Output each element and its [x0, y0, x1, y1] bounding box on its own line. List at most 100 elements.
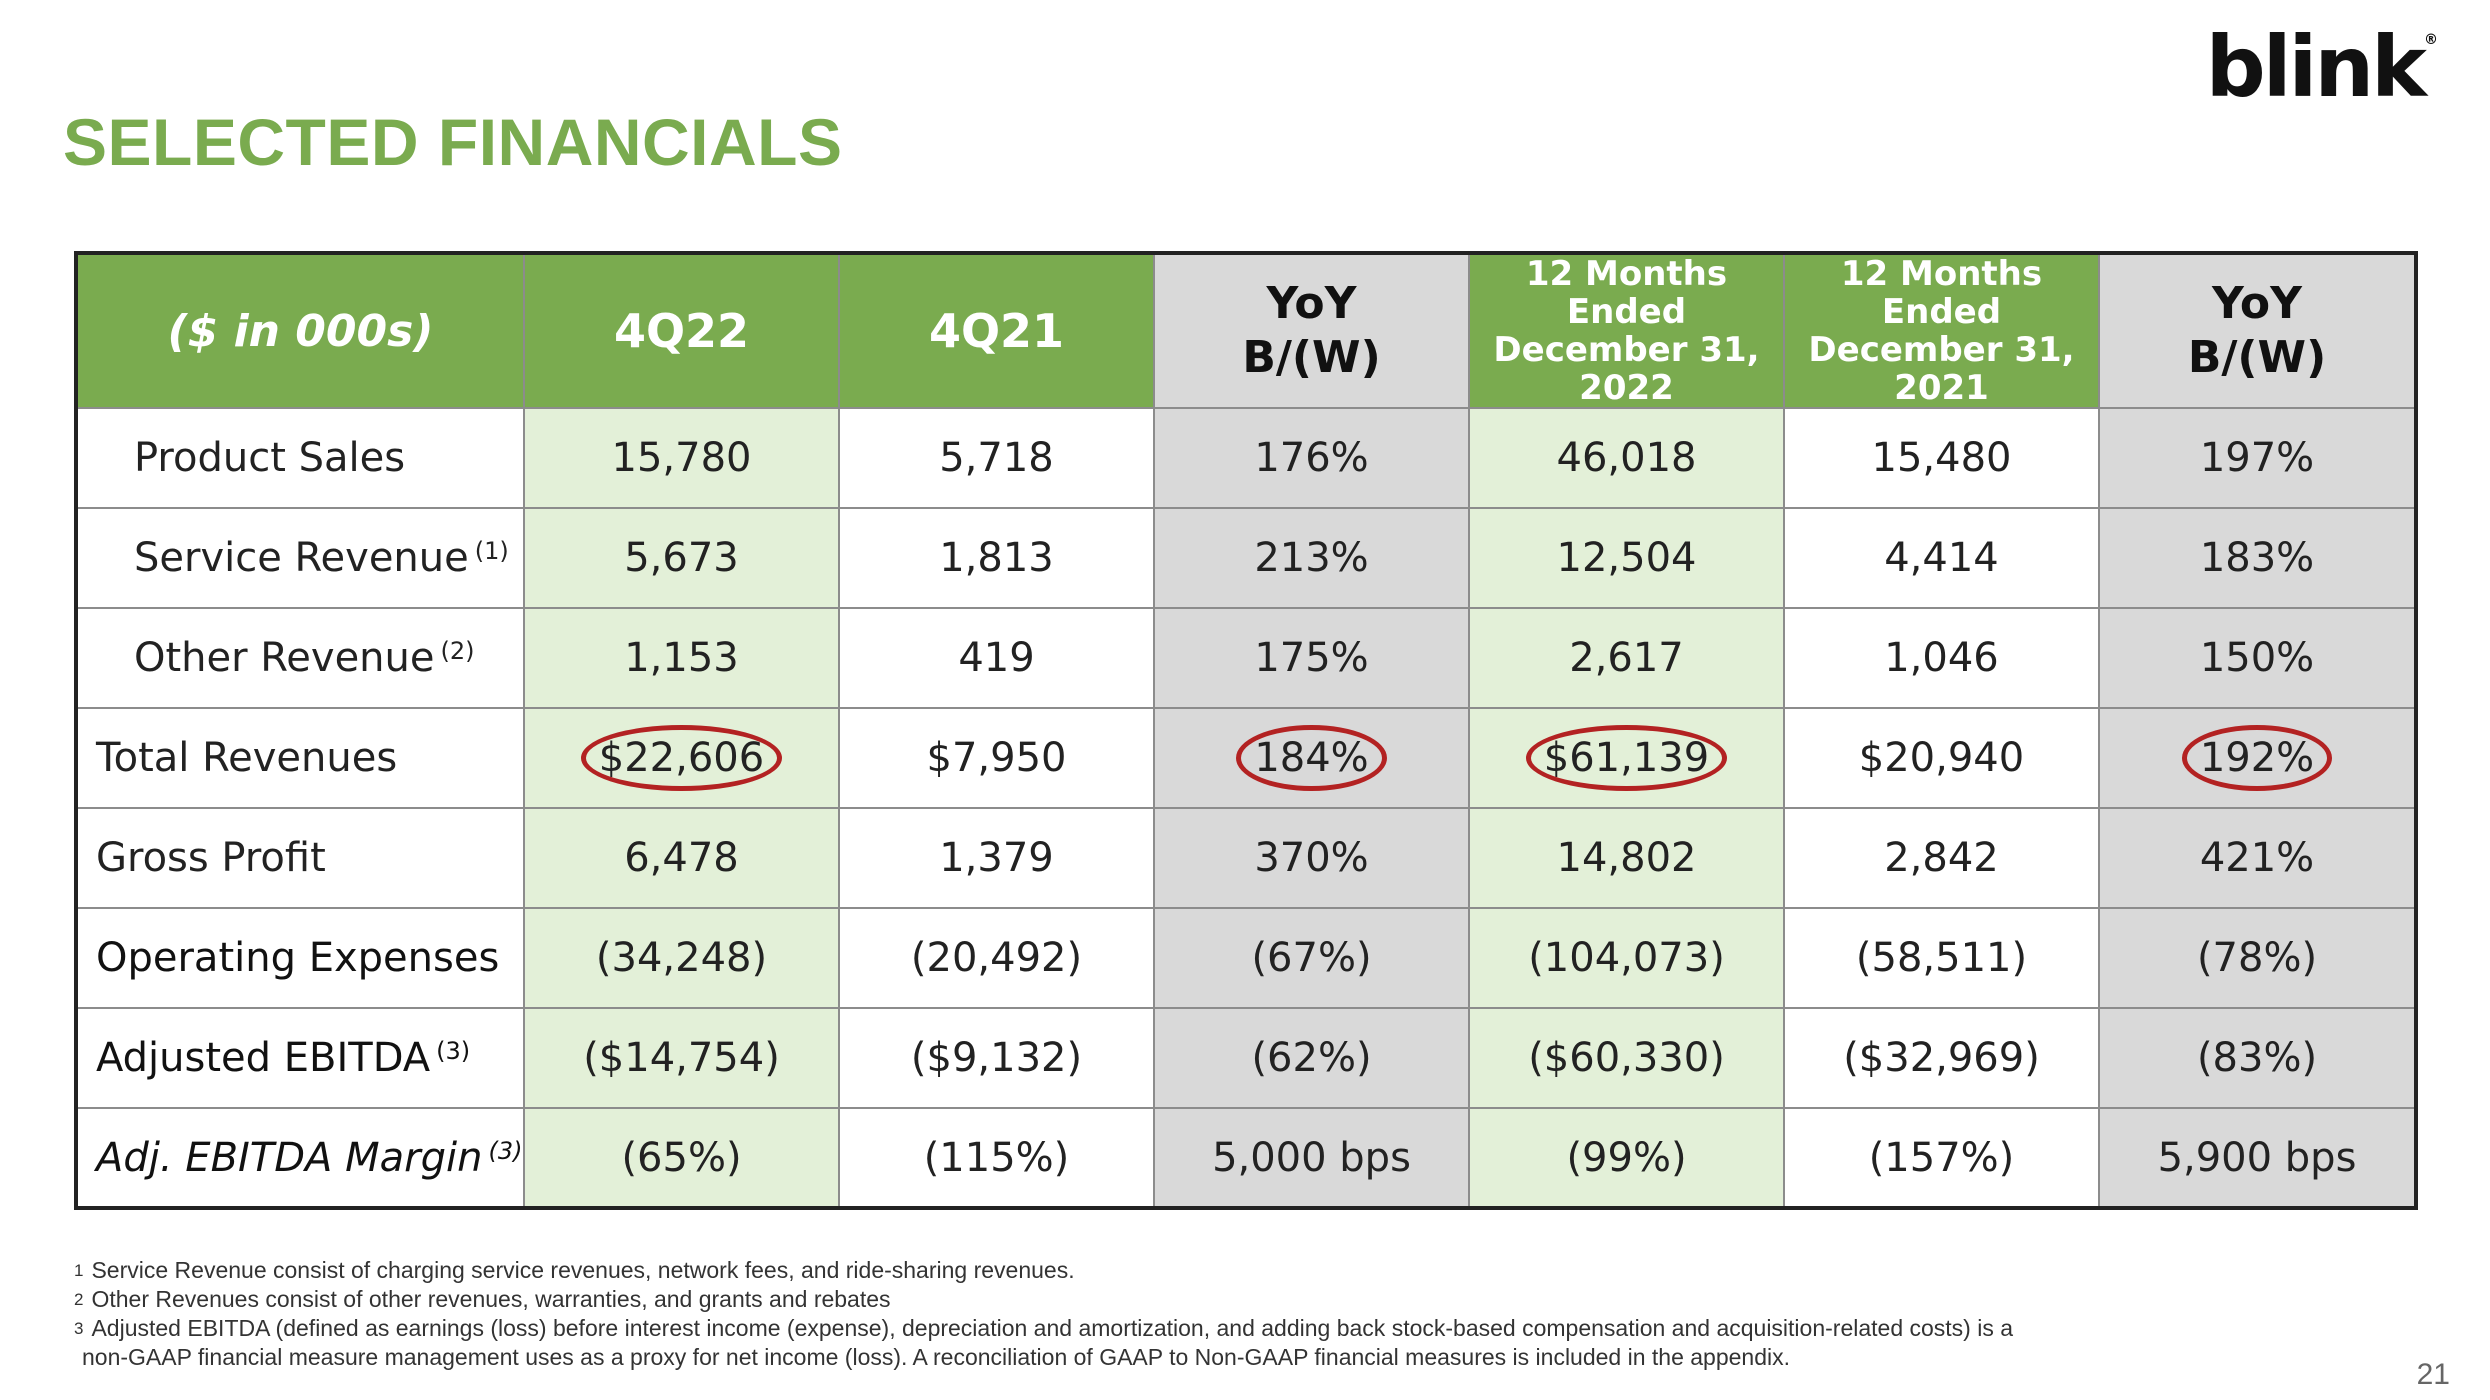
row-label-text: Gross Profit	[96, 835, 326, 881]
header-fy-2022: 12 Months Ended December 31, 2022	[1468, 252, 1785, 409]
cell-yoy-full-year: 197%	[2098, 407, 2417, 509]
row-label: Total Revenues	[75, 707, 525, 809]
cell-4q22: (65%)	[523, 1107, 840, 1209]
trademark-mark: ®	[2424, 32, 2438, 48]
cell-4q22: 1,153	[523, 607, 840, 709]
footnote-ref: (3)	[488, 1136, 523, 1165]
row-label-text: Total Revenues	[96, 735, 398, 781]
row-label-text: Product Sales	[134, 435, 406, 481]
row-label: Operating Expenses	[75, 907, 525, 1009]
row-label-text: Adjusted EBITDA	[96, 1035, 431, 1081]
logo-text: blink	[2205, 18, 2427, 116]
cell-fy-2022: 46,018	[1468, 407, 1785, 509]
footnotes: 1 Service Revenue consist of charging ser…	[74, 1256, 2374, 1372]
footnote-2: 2 Other Revenues consist of other revenue…	[74, 1285, 2374, 1314]
cell-yoy-full-year: 5,900 bps	[2098, 1107, 2417, 1209]
page-number: 21	[2416, 1358, 2450, 1391]
cell-fy-2021: (58,511)	[1783, 907, 2100, 1009]
cell-4q22: 6,478	[523, 807, 840, 909]
row-label: Service Revenue (1)	[75, 507, 525, 609]
cell-4q22: (34,248)	[523, 907, 840, 1009]
cell-4q21: 1,379	[838, 807, 1155, 909]
footnote-3-continued: non-GAAP financial measure management us…	[82, 1344, 1791, 1370]
table-row-service-revenue: Service Revenue (1) 5,673 1,813 213% 12,5…	[75, 507, 2417, 609]
row-label: Adj. EBITDA Margin (3)	[75, 1107, 525, 1209]
row-label: Other Revenue (2)	[75, 607, 525, 709]
footnote-number: 1	[74, 1261, 84, 1280]
cell-yoy-quarter: (62%)	[1153, 1007, 1470, 1109]
cell-yoy-quarter: (67%)	[1153, 907, 1470, 1009]
table-row-adj-ebitda-margin: Adj. EBITDA Margin (3) (65%) (115%) 5,000…	[75, 1107, 2417, 1209]
circled-value: $61,139	[1525, 725, 1728, 791]
cell-4q21: $7,950	[838, 707, 1155, 809]
cell-4q21: (115%)	[838, 1107, 1155, 1209]
cell-yoy-quarter: 5,000 bps	[1153, 1107, 1470, 1209]
row-label-text: Operating Expenses	[96, 935, 500, 981]
table-row-other-revenue: Other Revenue (2) 1,153 419 175% 2,617 1,…	[75, 607, 2417, 709]
table-row-operating-expenses: Operating Expenses (34,248) (20,492) (67…	[75, 907, 2417, 1009]
header-yoy-quarter: YoY B/(W)	[1153, 252, 1470, 409]
footnote-text: Other Revenues consist of other revenues…	[91, 1286, 891, 1312]
cell-4q21: 1,813	[838, 507, 1155, 609]
cell-yoy-full-year: (78%)	[2098, 907, 2417, 1009]
circled-value: 184%	[1236, 725, 1388, 791]
cell-yoy-quarter: 176%	[1153, 407, 1470, 509]
header-4q21: 4Q21	[838, 252, 1155, 409]
footnote-number: 3	[74, 1319, 84, 1338]
table-header-row: ($ in 000s) 4Q22 4Q21 YoY B/(W) 12 Month…	[75, 252, 2417, 409]
cell-4q22: 15,780	[523, 407, 840, 509]
header-units: ($ in 000s)	[75, 252, 525, 409]
row-label-text: Service Revenue	[134, 535, 469, 581]
footnote-number: 2	[74, 1290, 84, 1309]
cell-fy-2022: ($60,330)	[1468, 1007, 1785, 1109]
footnote-ref: (3)	[436, 1037, 471, 1065]
header-yoy-quarter-line1: YoY	[1266, 278, 1357, 329]
row-label: Gross Profit	[75, 807, 525, 909]
header-fy-2022-line3: 2022	[1579, 368, 1674, 408]
cell-fy-2022: (104,073)	[1468, 907, 1785, 1009]
cell-fy-2022: 14,802	[1468, 807, 1785, 909]
row-label: Adjusted EBITDA (3)	[75, 1007, 525, 1109]
cell-fy-2021: $20,940	[1783, 707, 2100, 809]
cell-fy-2021: 4,414	[1783, 507, 2100, 609]
cell-yoy-full-year: 150%	[2098, 607, 2417, 709]
header-yoy-full-year: YoY B/(W)	[2098, 252, 2417, 409]
footnote-ref: (1)	[474, 537, 509, 565]
footnote-1: 1 Service Revenue consist of charging ser…	[74, 1256, 2374, 1285]
table-row-total-revenues: Total Revenues $22,606 $7,950 184% $61,1…	[75, 707, 2417, 809]
cell-4q21: ($9,132)	[838, 1007, 1155, 1109]
header-fy-2022-line1: 12 Months Ended	[1525, 254, 1728, 332]
header-fy-2021: 12 Months Ended December 31, 2021	[1783, 252, 2100, 409]
header-yoy-full-year-line2: B/(W)	[2187, 332, 2327, 383]
header-fy-2022-line2: December 31,	[1493, 330, 1760, 370]
cell-fy-2021: 2,842	[1783, 807, 2100, 909]
cell-4q21: 5,718	[838, 407, 1155, 509]
cell-yoy-quarter: 213%	[1153, 507, 1470, 609]
row-label-text: Other Revenue	[134, 635, 435, 681]
cell-4q21: (20,492)	[838, 907, 1155, 1009]
circled-value: $22,606	[580, 725, 783, 791]
table-row-adjusted-ebitda: Adjusted EBITDA (3) ($14,754) ($9,132) (6…	[75, 1007, 2417, 1109]
cell-yoy-full-year: (83%)	[2098, 1007, 2417, 1109]
cell-yoy-quarter: 370%	[1153, 807, 1470, 909]
cell-fy-2021: (157%)	[1783, 1107, 2100, 1209]
cell-yoy-quarter: 184%	[1153, 707, 1470, 809]
footnote-3: 3 Adjusted EBITDA (defined as earnings (l…	[74, 1314, 2374, 1343]
cell-yoy-full-year: 421%	[2098, 807, 2417, 909]
header-4q22: 4Q22	[523, 252, 840, 409]
financials-table: ($ in 000s) 4Q22 4Q21 YoY B/(W) 12 Month…	[74, 251, 2418, 1210]
cell-fy-2022: (99%)	[1468, 1107, 1785, 1209]
cell-yoy-quarter: 175%	[1153, 607, 1470, 709]
cell-fy-2022: 2,617	[1468, 607, 1785, 709]
table-row-gross-profit: Gross Profit 6,478 1,379 370% 14,802 2,8…	[75, 807, 2417, 909]
footnote-text: Service Revenue consist of charging serv…	[91, 1257, 1075, 1283]
cell-fy-2021: 15,480	[1783, 407, 2100, 509]
cell-fy-2021: 1,046	[1783, 607, 2100, 709]
blink-logo: blink®	[2206, 18, 2438, 116]
cell-fy-2021: ($32,969)	[1783, 1007, 2100, 1109]
header-fy-2021-line1: 12 Months Ended	[1840, 254, 2043, 332]
cell-yoy-full-year: 192%	[2098, 707, 2417, 809]
header-yoy-quarter-line2: B/(W)	[1242, 332, 1381, 383]
header-fy-2021-line3: 2021	[1894, 368, 1989, 408]
cell-fy-2022: $61,139	[1468, 707, 1785, 809]
